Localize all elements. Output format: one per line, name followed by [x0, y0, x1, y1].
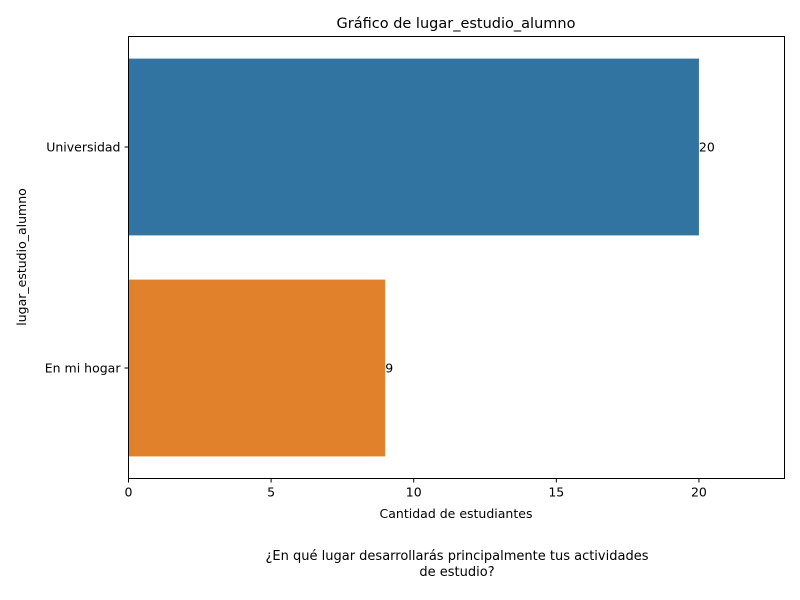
figure-caption: ¿En qué lugar desarrollarás principalmen…	[200, 549, 714, 581]
x-tick-label: 20	[691, 485, 707, 500]
plot-area: Universidad 20 En mi hogar 9 0 5 10 15 20	[45, 58, 715, 500]
x-axis-label: Cantidad de estudiantes	[380, 506, 533, 521]
bar-en-mi-hogar	[128, 279, 386, 457]
y-axis-label: lugar_estudio_alumno	[14, 188, 29, 326]
y-tick-label: En mi hogar	[45, 361, 122, 376]
data-label: 9	[385, 361, 393, 376]
x-tick-label: 15	[548, 485, 564, 500]
y-tick-label: Universidad	[46, 140, 120, 155]
x-tick-label: 10	[406, 485, 422, 500]
caption-line-2: de estudio?	[419, 565, 495, 580]
plot-frame	[128, 36, 785, 479]
data-label: 20	[699, 140, 715, 155]
chart-title: Gráfico de lugar_estudio_alumno	[337, 16, 576, 32]
bar-universidad	[128, 58, 699, 236]
x-tick-label: 0	[125, 485, 133, 500]
caption-line-1: ¿En qué lugar desarrollarás principalmen…	[265, 549, 649, 564]
x-tick-label: 5	[267, 485, 275, 500]
